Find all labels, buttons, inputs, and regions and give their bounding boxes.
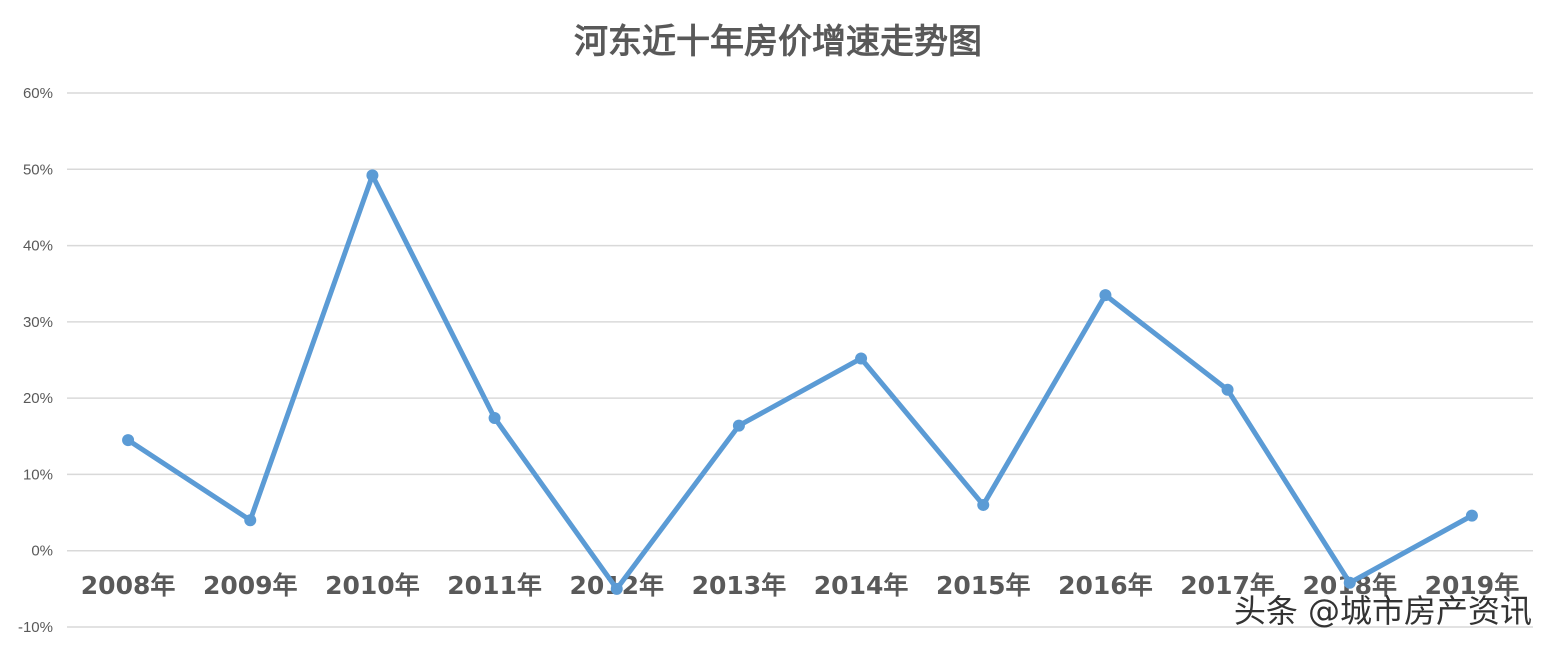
data-point [1221, 383, 1234, 396]
y-tick-label: 20% [23, 390, 53, 407]
watermark-text: 头条 @城市房产资讯 [1234, 592, 1532, 630]
data-point [1099, 289, 1112, 302]
data-point [1465, 509, 1478, 522]
x-tick-label: 2008年 [81, 571, 176, 600]
y-tick-label: -10% [18, 619, 53, 636]
chart-title: 河东近十年房价增速走势图 [574, 22, 982, 62]
y-tick-label: 30% [23, 314, 53, 331]
x-tick-label: 2017年 [1180, 571, 1275, 600]
y-tick-label: 10% [23, 466, 53, 483]
x-axis-tick-labels: 2008年2009年2010年2011年2012年2013年2014年2015年… [81, 571, 1519, 600]
y-tick-label: 60% [23, 85, 53, 102]
data-point [122, 434, 135, 447]
data-point [244, 514, 257, 527]
x-tick-label: 2011年 [447, 571, 542, 600]
data-point [488, 411, 501, 424]
x-tick-label: 2015年 [936, 571, 1031, 600]
y-axis-tick-labels: -10% 0% 10% 20% 30% 40% 50% 60% [18, 85, 53, 636]
gridlines [67, 92, 1533, 628]
y-tick-label: 0% [31, 543, 53, 560]
series-line [126, 172, 1474, 592]
data-point [366, 169, 379, 182]
y-tick-label: 40% [23, 238, 53, 255]
series-line-group [122, 169, 1478, 595]
data-point [1343, 576, 1356, 589]
x-tick-label: 2014年 [814, 571, 909, 600]
data-point [610, 582, 623, 595]
data-point [732, 419, 745, 432]
data-point [977, 498, 990, 511]
x-tick-label: 2010年 [325, 571, 420, 600]
x-tick-label: 2013年 [692, 571, 787, 600]
x-tick-label: 2019年 [1425, 571, 1520, 600]
data-point [855, 352, 868, 365]
x-tick-label: 2016年 [1058, 571, 1153, 600]
x-tick-label: 2009年 [203, 571, 298, 600]
y-tick-label: 50% [23, 161, 53, 178]
